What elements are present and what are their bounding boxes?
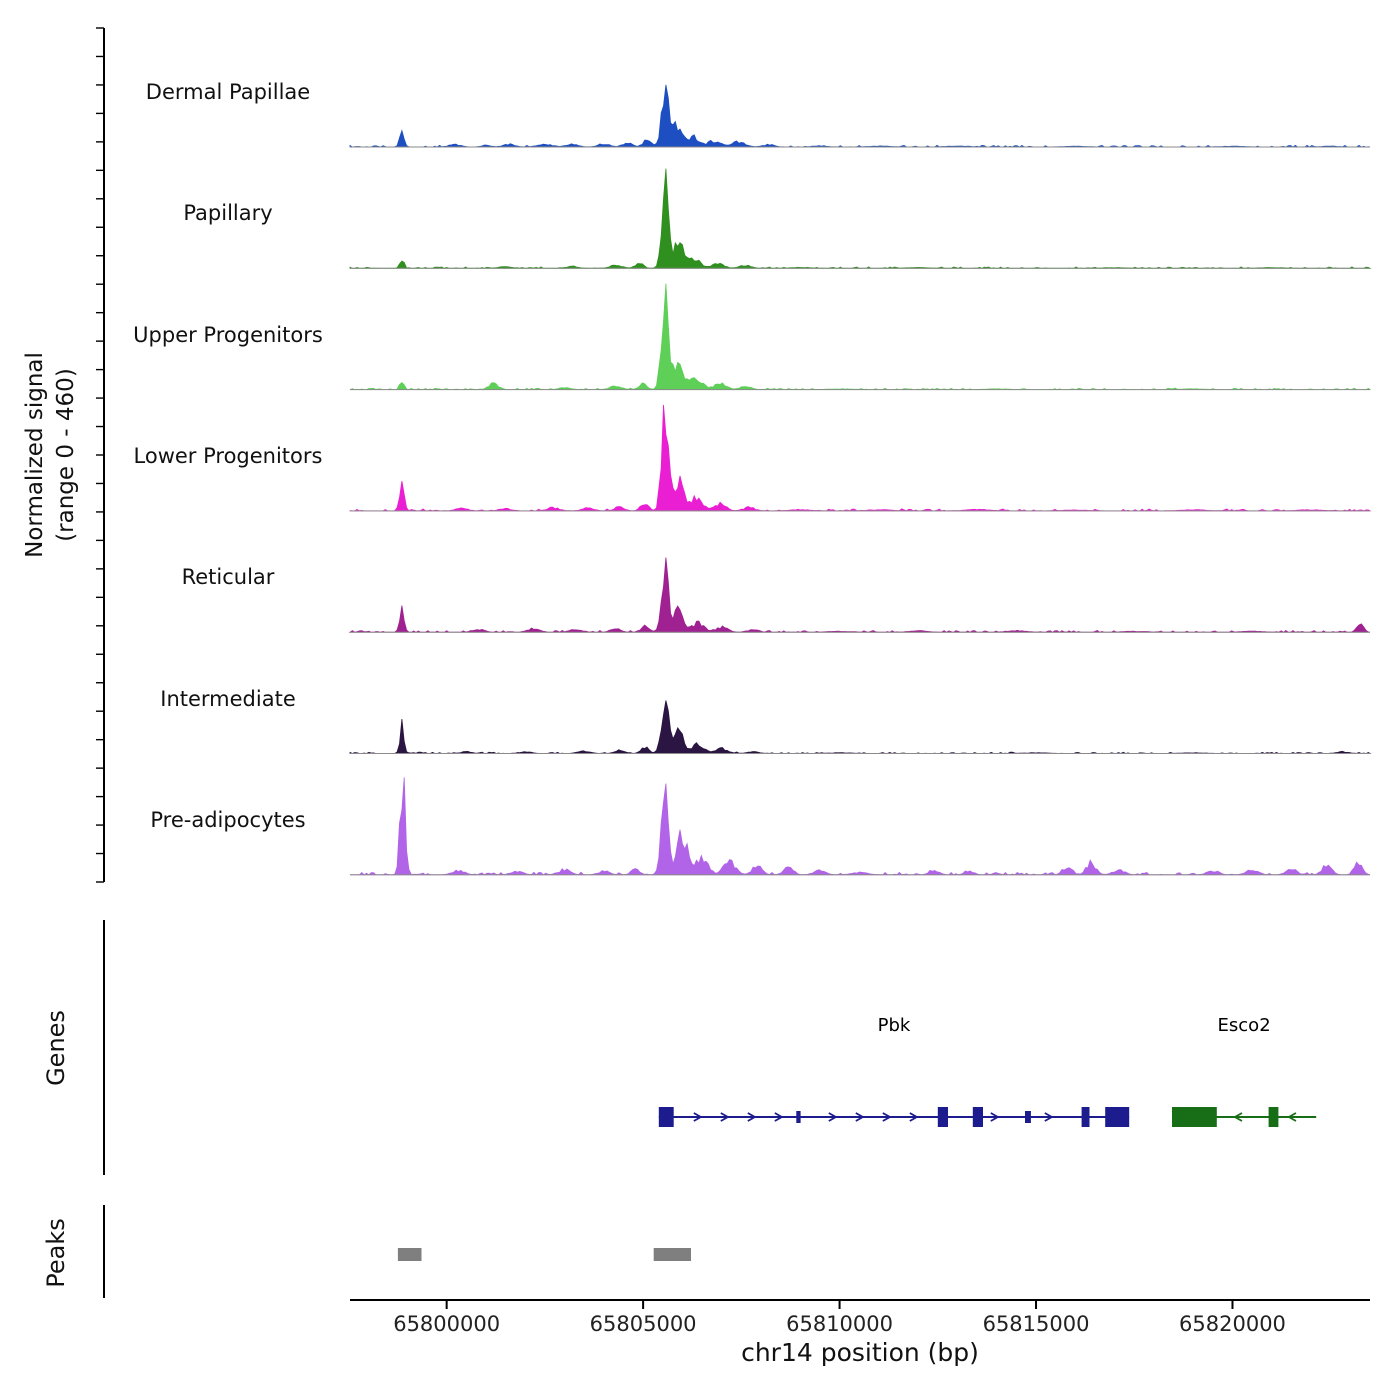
exon-block: [658, 1107, 674, 1127]
exon-block: [1268, 1107, 1279, 1127]
signal-area: [349, 84, 1371, 148]
strand-arrow-icon: [1287, 1112, 1297, 1122]
y-axis-label: Normalized signal (range 0 - 460): [20, 285, 84, 625]
peak-region: [397, 1248, 422, 1261]
y-axis-label-line2: (range 0 - 460): [53, 368, 79, 542]
x-tick-label: 65820000: [1179, 1312, 1286, 1336]
signal-track-2: [349, 283, 1372, 391]
signal-track-6: [350, 777, 1371, 876]
track-label-dermal-papillae: Dermal Papillae: [145, 80, 311, 104]
gene-pbk: Pbk: [658, 1015, 1130, 1127]
exon-block: [937, 1107, 948, 1127]
x-tick-label: 65810000: [786, 1312, 893, 1336]
track-label-papillary: Papillary: [183, 201, 273, 225]
exon-block: [1081, 1107, 1090, 1127]
x-axis-title: chr14 position (bp): [741, 1338, 979, 1367]
signal-area: [348, 557, 1371, 633]
signal-track-1: [349, 168, 1372, 269]
x-tick-label: 65805000: [590, 1312, 697, 1336]
strand-arrow-icon: [882, 1112, 892, 1122]
peak-region: [653, 1248, 691, 1261]
signal-track-3: [349, 404, 1372, 512]
genes-section-label: Genes: [42, 1010, 70, 1086]
strand-arrow-icon: [990, 1112, 1000, 1122]
strand-arrow-icon: [747, 1112, 757, 1122]
y-axis: [96, 27, 105, 883]
exon-block: [1105, 1107, 1130, 1127]
gene-esco2: Esco2: [1171, 1015, 1317, 1127]
x-tick-label: 65815000: [983, 1312, 1090, 1336]
track-label-upper-progenitors: Upper Progenitors: [133, 323, 323, 347]
strand-arrow-icon: [693, 1112, 703, 1122]
peaks-section-label: Peaks: [42, 1218, 70, 1288]
strand-arrow-icon: [774, 1112, 784, 1122]
signal-track-4: [348, 557, 1371, 633]
strand-arrow-icon: [720, 1112, 730, 1122]
gene-label: Pbk: [878, 1015, 911, 1036]
exon-block: [796, 1111, 801, 1123]
track-label-pre-adipocytes: Pre-adipocytes: [150, 808, 306, 832]
y-axis-label-line1: Normalized signal: [22, 352, 48, 558]
strand-arrow-icon: [909, 1112, 919, 1122]
track-label-reticular: Reticular: [181, 565, 275, 589]
exon-block: [1025, 1111, 1031, 1123]
signal-area: [349, 404, 1372, 512]
signal-area: [350, 777, 1371, 876]
track-label-lower-progenitors: Lower Progenitors: [133, 444, 323, 468]
signal-area: [349, 700, 1372, 754]
strand-arrow-icon: [1233, 1112, 1243, 1122]
signal-track-0: [349, 84, 1371, 148]
signal-track-5: [349, 700, 1372, 754]
exon-block: [972, 1107, 983, 1127]
peaks-track: [397, 1248, 691, 1261]
track-label-intermediate: Intermediate: [160, 687, 296, 711]
x-tick-label: 65800000: [393, 1312, 500, 1336]
strand-arrow-icon: [1044, 1112, 1054, 1122]
strand-arrow-icon: [828, 1112, 838, 1122]
x-axis: 65800000 65805000 65810000 65815000 65820000: [350, 1299, 1370, 1336]
gene-label: Esco2: [1218, 1015, 1271, 1036]
signal-area: [349, 168, 1372, 269]
signal-area: [349, 283, 1372, 391]
strand-arrow-icon: [855, 1112, 865, 1122]
exon-block: [1172, 1107, 1217, 1127]
